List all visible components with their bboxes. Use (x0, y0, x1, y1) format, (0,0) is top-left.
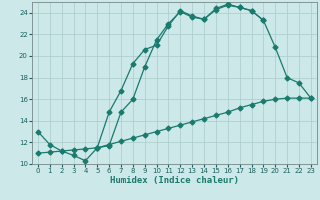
X-axis label: Humidex (Indice chaleur): Humidex (Indice chaleur) (110, 176, 239, 185)
